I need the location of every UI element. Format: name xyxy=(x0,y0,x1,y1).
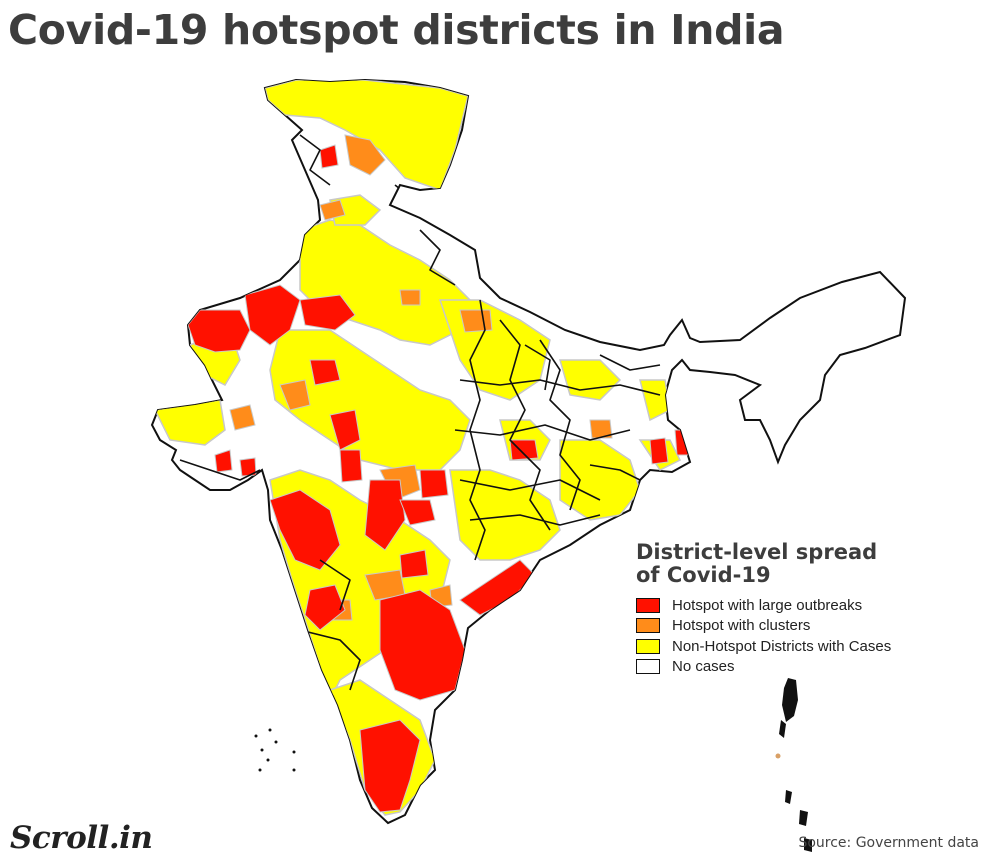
legend-label: Hotspot with large outbreaks xyxy=(672,596,863,614)
legend-item-clusters: Hotspot with clusters xyxy=(636,616,966,637)
legend: District-level spread of Covid-19 Hotspo… xyxy=(636,541,966,677)
andaman-nicobar-islands xyxy=(775,678,812,852)
legend-title-line-2: of Covid-19 xyxy=(636,563,771,587)
legend-item-non-hotspot: Non-Hotspot Districts with Cases xyxy=(636,636,966,657)
lakshadweep-islands xyxy=(254,728,296,772)
legend-swatch-yellow xyxy=(636,638,660,654)
source-note: Source: Government data xyxy=(798,835,979,851)
legend-label: No cases xyxy=(672,658,735,676)
district-boundaries xyxy=(179,134,661,691)
legend-title-line-1: District-level spread xyxy=(636,540,878,564)
legend-label: Non-Hotspot Districts with Cases xyxy=(672,637,892,655)
legend-item-large-outbreaks: Hotspot with large outbreaks xyxy=(636,595,966,616)
legend-swatch-orange xyxy=(636,618,660,634)
legend-swatch-red xyxy=(636,597,660,613)
legend-swatch-white xyxy=(636,659,660,675)
page-title: Covid-19 hotspot districts in India xyxy=(8,6,785,54)
legend-label: Hotspot with clusters xyxy=(672,617,811,635)
legend-title: District-level spread of Covid-19 xyxy=(636,541,966,587)
large-hotspot-regions xyxy=(187,144,691,813)
scroll-logo: Scroll.in xyxy=(10,820,153,856)
legend-item-no-cases: No cases xyxy=(636,657,966,678)
